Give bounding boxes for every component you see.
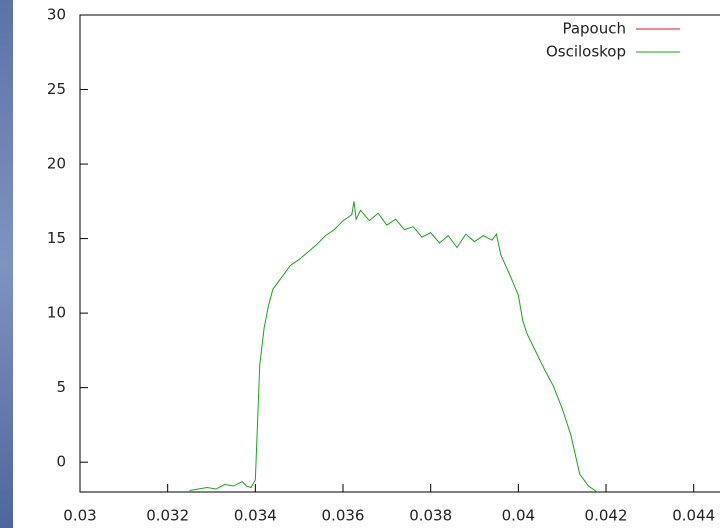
- x-tick-label: 0.03: [63, 507, 96, 525]
- y-tick-label: 0: [56, 453, 66, 471]
- x-tick-label: 0.042: [585, 507, 628, 525]
- x-tick-label: 0.044: [672, 507, 715, 525]
- y-tick-label: 25: [47, 80, 66, 98]
- y-tick-label: 15: [47, 229, 66, 247]
- legend-label: Osciloskop: [546, 43, 626, 61]
- y-tick-label: 20: [47, 155, 66, 173]
- x-tick-label: 0.038: [409, 507, 452, 525]
- x-tick-label: 0.036: [322, 507, 365, 525]
- background-strip: [0, 0, 13, 528]
- x-tick-label: 0.04: [502, 507, 535, 525]
- y-tick-label: 5: [56, 378, 66, 396]
- y-tick-label: 10: [47, 304, 66, 322]
- x-tick-label: 0.034: [234, 507, 277, 525]
- legend-label: Papouch: [562, 20, 626, 38]
- data-line: [189, 201, 598, 492]
- plot-frame: [79, 14, 720, 493]
- x-tick-label: 0.032: [146, 507, 189, 525]
- y-tick-label: 30: [47, 6, 66, 24]
